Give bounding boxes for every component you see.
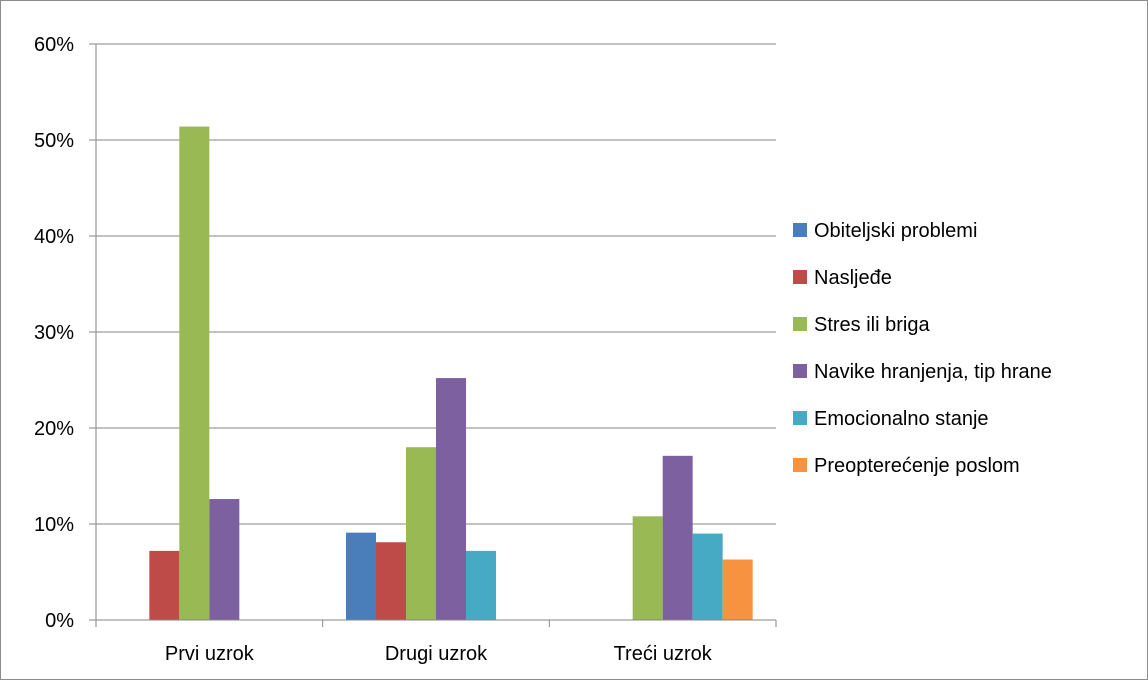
- legend-label: Navike hranjenja, tip hrane: [814, 361, 1052, 383]
- legend-swatch: [793, 223, 807, 237]
- bars: [149, 126, 753, 620]
- y-tick-label: 20%: [34, 418, 74, 440]
- bar: [406, 447, 436, 620]
- legend-label: Preopterećenje poslom: [814, 455, 1020, 477]
- legend-swatch: [793, 458, 807, 472]
- x-axis-ticks: Prvi uzrok Drugi uzrok Treći uzrok: [95, 620, 777, 665]
- legend-swatch: [793, 411, 807, 425]
- x-tick-label: Drugi uzrok: [385, 643, 488, 665]
- bar: [346, 532, 376, 620]
- bar: [436, 378, 466, 620]
- bar: [632, 516, 663, 620]
- legend-swatch: [793, 317, 807, 331]
- x-tick-label: Treći uzrok: [614, 643, 713, 665]
- legend-label: Nasljeđe: [814, 267, 892, 289]
- bar: [376, 542, 406, 620]
- legend-swatch: [793, 270, 807, 284]
- legend-swatch: [793, 364, 807, 378]
- y-tick-label: 60%: [34, 34, 74, 56]
- bar: [692, 533, 723, 620]
- bar: [149, 550, 180, 620]
- bar: [662, 455, 693, 620]
- y-tick-label: 10%: [34, 514, 74, 536]
- bar: [209, 499, 240, 620]
- legend: Obiteljski problemi Nasljeđe Stres ili bri…: [793, 220, 1052, 477]
- bar: [722, 559, 753, 620]
- x-tick-label: Prvi uzrok: [165, 643, 255, 665]
- legend-label: Obiteljski problemi: [814, 220, 977, 242]
- y-axis-ticks: 0% 10% 20% 30% 40% 50% 60%: [34, 34, 96, 632]
- axes: [95, 44, 776, 621]
- y-tick-label: 30%: [34, 322, 74, 344]
- bar: [466, 550, 496, 620]
- bar: [179, 126, 210, 620]
- y-tick-label: 50%: [34, 130, 74, 152]
- legend-label: Stres ili briga: [814, 314, 930, 336]
- y-tick-label: 40%: [34, 226, 74, 248]
- y-tick-label: 0%: [45, 610, 74, 632]
- legend-label: Emocionalno stanje: [814, 408, 989, 430]
